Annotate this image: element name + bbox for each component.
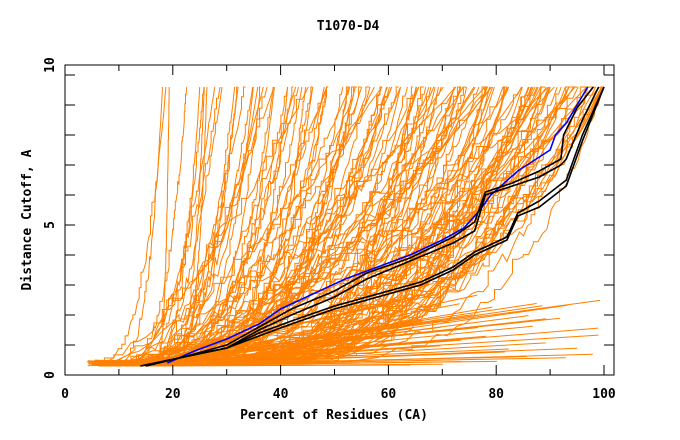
model-curve [157, 86, 205, 364]
model-curve [109, 86, 294, 365]
model-curve [106, 86, 221, 366]
model-curve [143, 86, 492, 365]
x-tick-label: 0 [61, 387, 69, 402]
model-curve [151, 86, 325, 364]
model-curve [124, 335, 487, 367]
model-curve [92, 86, 375, 366]
highlight-curve-black-3 [140, 86, 605, 367]
model-curve [127, 86, 328, 366]
model-curve [136, 357, 566, 367]
x-tick-label: 40 [273, 387, 289, 402]
model-curve [92, 86, 163, 364]
x-axis-label: Percent of Residues (CA) [240, 408, 428, 423]
model-curve [145, 86, 596, 366]
model-curve [91, 86, 289, 365]
model-curve [123, 86, 576, 365]
model-curve [129, 86, 595, 366]
model-curve [91, 86, 309, 364]
highlight-curves [140, 86, 605, 367]
model-curves [87, 86, 605, 367]
x-tick-label: 100 [592, 387, 616, 402]
model-curve [98, 86, 401, 367]
x-tick-label: 20 [165, 387, 181, 402]
model-curve [139, 345, 441, 367]
model-curve [99, 86, 188, 365]
model-curve [151, 86, 170, 366]
model-curve [146, 86, 486, 364]
model-curve [95, 86, 464, 364]
model-curve [87, 86, 167, 363]
model-curve [110, 86, 393, 364]
model-curve [152, 86, 223, 365]
model-curve [128, 86, 430, 364]
model-curve [89, 86, 549, 363]
model-curve [107, 334, 396, 367]
highlight-curve-blue [167, 86, 589, 364]
model-curve [124, 86, 350, 365]
plot-frame [64, 64, 615, 376]
model-curve [95, 86, 370, 364]
model-curve [100, 86, 383, 365]
model-curve [139, 86, 575, 366]
y-tick-label: 10 [43, 57, 58, 73]
model-curve [107, 86, 590, 365]
model-curve [128, 325, 533, 367]
model-curve [155, 86, 488, 366]
x-tick-label: 60 [381, 387, 397, 402]
y-axis-label: Distance Cutoff, A [20, 149, 35, 290]
axis-ticks [64, 65, 614, 376]
model-curve [101, 86, 205, 366]
model-curve [136, 326, 442, 367]
tick-labels: 0 20 40 60 80 100 0 5 10 [43, 57, 616, 402]
model-curve [87, 86, 274, 365]
chart-title: T1070-D4 [317, 19, 380, 34]
y-tick-label: 5 [43, 221, 58, 229]
highlight-curve-black-1 [145, 86, 594, 367]
y-tick-label: 0 [43, 371, 58, 379]
model-curve [93, 86, 268, 364]
model-curve [138, 86, 601, 365]
x-tick-label: 80 [488, 387, 504, 402]
highlight-curve-black-2 [145, 86, 600, 367]
model-curve [144, 86, 603, 365]
highlight-curve-black-4 [140, 86, 605, 367]
model-curve [102, 86, 357, 366]
model-curve [112, 334, 599, 367]
model-curve [137, 347, 578, 367]
model-curve [132, 86, 246, 364]
model-curve [149, 294, 478, 367]
model-curve [113, 86, 456, 365]
model-curve [96, 86, 275, 366]
model-curve [140, 86, 264, 365]
model-curve [115, 86, 457, 365]
model-curve [103, 293, 439, 367]
